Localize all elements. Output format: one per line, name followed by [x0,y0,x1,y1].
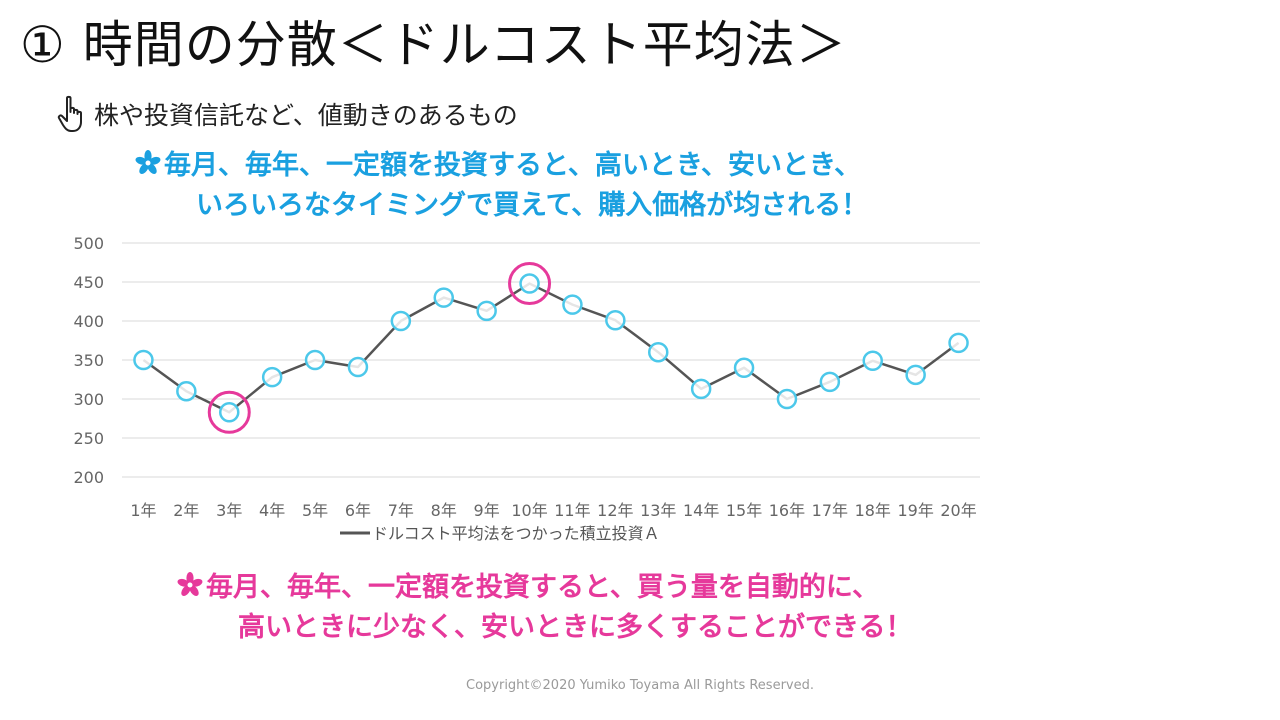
x-tick-label: 3年 [216,501,242,520]
x-tick-label: 16年 [769,501,805,520]
pointing-hand-icon [57,95,82,132]
legend-label: ドルコスト平均法をつかった積立投資Ａ [372,524,660,543]
x-tick-label: 6年 [345,501,371,520]
subtitle-row: 株や投資信託など、値動きのあるもの [56,94,518,134]
data-point [733,357,755,379]
x-tick-label: 13年 [640,501,676,520]
x-tick-label: 20年 [940,501,976,520]
y-tick-label: 250 [73,429,104,448]
x-tick-label: 17年 [812,501,848,520]
x-tick-label: 18年 [855,501,891,520]
subtitle: 株や投資信託など、値動きのあるもの [94,101,518,130]
x-axis-ticks: 1年 2年 3年 4年 5年 6年 7年 8年 9年 10年 11年 12年 13年 14年 15年 16年 1… [130,501,976,520]
flower-icon [177,572,203,596]
x-tick-label: 1年 [130,501,156,520]
data-point [347,356,369,378]
flower-icon [135,150,161,174]
highlight-circles [207,262,552,434]
y-tick-label: 500 [73,234,104,253]
note-bottom-line1: 毎月、毎年、一定額を投資すると、買う量を自動的に、 [176,568,912,608]
y-tick-label: 350 [73,351,104,370]
note-bottom-text1: 毎月、毎年、一定額を投資すると、買う量を自動的に、 [206,572,880,603]
x-tick-label: 8年 [431,501,457,520]
x-tick-label: 15年 [726,501,762,520]
x-tick-label: 11年 [554,501,590,520]
data-point [261,366,283,388]
y-axis-ticks: 200 250 300 350 400 450 500 [73,234,104,487]
data-point [133,349,154,371]
data-point [905,364,926,386]
x-tick-label: 5年 [302,501,328,520]
note-top: 毎月、毎年、一定額を投資すると、高いとき、安いとき、 いろいろなタイミングで買え… [134,146,868,226]
data-point [433,287,454,308]
x-tick-label: 12年 [597,501,633,520]
page-title: ① 時間の分散＜ドルコスト平均法＞ [20,16,847,74]
x-tick-label: 9年 [474,501,500,520]
series-line-path [142,282,960,414]
x-tick-label: 19年 [897,501,933,520]
data-point [176,380,197,402]
x-tick-label: 4年 [259,501,285,520]
x-tick-label: 2年 [173,501,199,520]
note-bottom: 毎月、毎年、一定額を投資すると、買う量を自動的に、 高いときに少なく、安いときに… [176,568,912,648]
data-point [948,332,969,354]
highlight-circle [207,390,251,434]
data-point [390,310,412,332]
note-top-line1: 毎月、毎年、一定額を投資すると、高いとき、安いとき、 [134,146,868,186]
series-markers [133,273,969,423]
gridlines [122,242,980,478]
note-bottom-line2: 高いときに少なく、安いときに多くすることができる！ [238,612,913,643]
legend: ドルコスト平均法をつかった積立投資Ａ [340,524,660,543]
y-tick-label: 300 [73,390,104,409]
data-point [648,341,669,363]
data-point [862,350,883,372]
highlight-circle [508,262,552,306]
copyright: Copyright©2020 Yumiko Toyama All Rights … [466,678,814,693]
y-tick-label: 450 [73,273,104,292]
data-point [776,388,798,410]
data-point [690,378,712,400]
series-line [142,282,960,414]
y-tick-label: 200 [73,468,104,487]
data-point [304,349,326,371]
note-top-line2: いろいろなタイミングで買えて、購入価格が均される！ [196,190,869,221]
data-point [476,300,497,322]
y-tick-label: 400 [73,312,104,331]
x-tick-label: 10年 [511,501,547,520]
x-tick-label: 7年 [388,501,414,520]
data-point [219,402,240,423]
data-point [562,294,583,315]
data-point [819,371,841,393]
data-point [519,273,540,294]
x-tick-label: 14年 [683,501,719,520]
data-point [605,309,626,331]
note-top-text1: 毎月、毎年、一定額を投資すると、高いとき、安いとき、 [164,150,862,181]
